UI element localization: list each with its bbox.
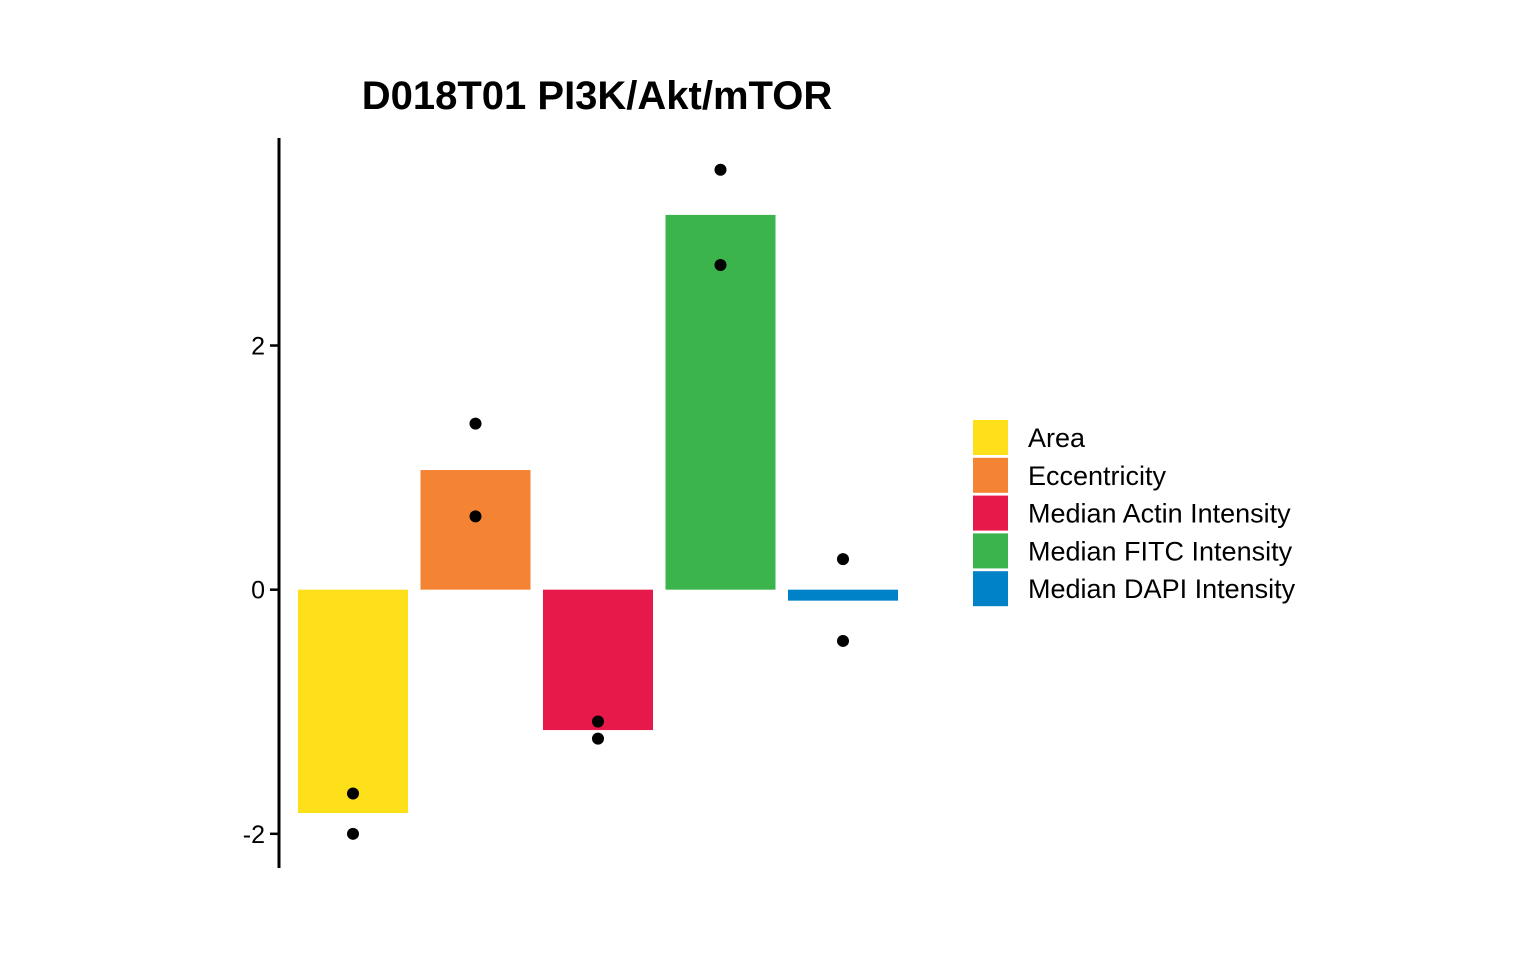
points-group bbox=[347, 163, 849, 840]
bar-eccentricity bbox=[420, 470, 531, 590]
y-tick-label: -2 bbox=[243, 821, 265, 849]
legend: Area Eccentricity Median Actin Intensity Me… bbox=[973, 420, 1296, 607]
bar-median-dapi-intensity bbox=[788, 589, 898, 601]
point-eccentricity-1 bbox=[469, 417, 482, 430]
point-eccentricity-2 bbox=[469, 510, 482, 523]
y-tick-label: 2 bbox=[251, 333, 265, 361]
legend-swatch-area bbox=[973, 420, 1008, 455]
point-median-fitc-intensity-1 bbox=[714, 163, 727, 176]
legend-label-area: Area bbox=[1028, 423, 1086, 453]
legend-label-median-fitc-intensity: Median FITC Intensity bbox=[1028, 536, 1293, 566]
point-area-2 bbox=[347, 827, 359, 840]
point-median-fitc-intensity-2 bbox=[714, 258, 727, 271]
bar-area bbox=[298, 589, 408, 814]
y-axis: -2 0 2 bbox=[243, 138, 281, 868]
legend-label-median-dapi-intensity: Median DAPI Intensity bbox=[1028, 574, 1296, 604]
legend-label-eccentricity: Eccentricity bbox=[1028, 461, 1167, 491]
point-median-dapi-intensity-1 bbox=[837, 553, 849, 566]
point-median-actin-intensity-2 bbox=[592, 732, 604, 745]
point-median-actin-intensity-1 bbox=[592, 715, 604, 728]
bars-group bbox=[298, 214, 898, 814]
point-median-dapi-intensity-2 bbox=[837, 634, 849, 647]
legend-swatch-median-actin-intensity bbox=[973, 495, 1008, 531]
y-tick-label: 0 bbox=[251, 577, 265, 605]
point-area-1 bbox=[347, 787, 359, 800]
legend-swatch-median-dapi-intensity bbox=[973, 571, 1008, 607]
chart-title: D018T01 PI3K/Akt/mTOR bbox=[362, 74, 833, 118]
legend-swatch-eccentricity bbox=[973, 457, 1008, 493]
legend-label-median-actin-intensity: Median Actin Intensity bbox=[1028, 499, 1291, 529]
bar-median-fitc-intensity bbox=[665, 214, 776, 590]
bar-median-actin-intensity bbox=[543, 589, 653, 731]
legend-swatch-median-fitc-intensity bbox=[973, 533, 1008, 569]
